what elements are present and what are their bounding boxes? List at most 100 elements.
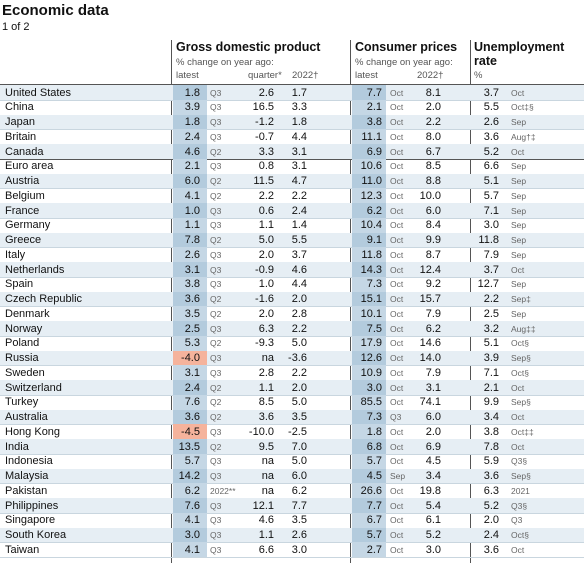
cell: 2.1 — [184, 160, 200, 173]
cell: 10.6 — [360, 160, 382, 173]
cell: Oct — [390, 515, 404, 526]
cell: Oct — [511, 146, 525, 157]
column-label: quarter* — [248, 70, 282, 81]
cell: 3.6 — [184, 411, 200, 423]
cell: Q3 — [210, 87, 222, 98]
cell: 6.1 — [425, 514, 441, 527]
cell: Q3 — [210, 161, 222, 172]
cell: 8.4 — [425, 219, 441, 232]
latest-band — [352, 380, 386, 395]
cell: -0.9 — [255, 263, 274, 276]
row-rule — [0, 512, 584, 514]
cell: 7.1 — [483, 204, 499, 217]
cell: 5.3 — [184, 337, 200, 350]
row-label: China — [5, 101, 34, 114]
cell: 10.4 — [360, 219, 382, 232]
row-label: Taiwan — [5, 543, 40, 556]
latest-band — [173, 527, 207, 543]
cell: Q2 — [210, 146, 222, 157]
row-rule — [0, 542, 584, 544]
cell: 17.9 — [360, 337, 382, 350]
cell: 3.5 — [184, 307, 200, 320]
cell: 1.0 — [184, 204, 200, 217]
cell: 7.9 — [483, 248, 499, 261]
cell: 3.7 — [483, 263, 499, 276]
cell: 6.7 — [425, 145, 441, 158]
cell: Aug‡‡ — [511, 323, 536, 334]
column-label: 2022† — [292, 70, 319, 81]
cell: 9.5 — [258, 440, 274, 453]
latest-band — [352, 144, 386, 159]
row-band — [0, 114, 584, 130]
cell: Oct — [390, 397, 404, 408]
latest-band — [352, 439, 386, 454]
cell: Aug†‡ — [511, 131, 536, 142]
cell: 1.8 — [366, 425, 382, 438]
row-label: Denmark — [5, 307, 50, 320]
cell: 3.3 — [258, 145, 274, 158]
cell: 8.0 — [425, 130, 441, 143]
cell: 3.6 — [258, 411, 274, 423]
cell: Q3 — [210, 515, 222, 526]
latest-band — [173, 114, 207, 130]
latest-band — [352, 217, 386, 233]
cell: Q2 — [210, 412, 222, 422]
cell: 3.3 — [291, 101, 307, 114]
cell: 6.3 — [483, 484, 499, 497]
cell: 7.1 — [483, 366, 499, 379]
cell: 12.1 — [252, 499, 274, 512]
cell: Oct — [390, 146, 404, 157]
cell: 2.0 — [258, 307, 274, 320]
cell: 2.6 — [258, 86, 274, 99]
cell: Q3 — [210, 131, 222, 142]
cell: 6.9 — [425, 440, 441, 453]
row-label: Norway — [5, 322, 43, 335]
latest-band — [173, 188, 207, 203]
cell: 9.9 — [425, 234, 441, 246]
cell: Q3 — [210, 205, 222, 216]
cell: 3.8 — [184, 278, 200, 291]
cell: 3.1 — [291, 145, 307, 158]
column-label: latest — [355, 70, 378, 81]
cell: 10.1 — [360, 307, 382, 320]
cell: 6.7 — [366, 514, 382, 527]
cell: 6.8 — [366, 440, 382, 453]
latest-band — [352, 321, 386, 336]
cell: Oct — [511, 441, 525, 452]
latest-band — [173, 350, 207, 366]
latest-band — [173, 321, 207, 336]
row-label: Euro area — [5, 160, 54, 173]
row-rule — [0, 188, 584, 190]
cell: 3.8 — [366, 116, 382, 128]
latest-band — [173, 512, 207, 528]
cell: 2.5 — [483, 307, 499, 320]
cell: 26.6 — [360, 484, 382, 497]
latest-band — [173, 129, 207, 144]
cell: Oct — [390, 117, 404, 127]
cell: Oct — [390, 294, 404, 304]
column-title: Gross domestic product — [176, 40, 321, 54]
latest-band — [173, 276, 207, 292]
cell: 3.6 — [483, 543, 499, 556]
row-band — [0, 527, 584, 543]
cell: 9.9 — [483, 396, 499, 409]
column-label: 2022† — [417, 70, 444, 81]
latest-band — [173, 409, 207, 425]
cell: Q3 — [210, 249, 222, 260]
cell: 6.6 — [258, 543, 274, 556]
cell: 2.4 — [184, 381, 200, 394]
cell: 6.6 — [483, 160, 499, 173]
row-rule — [0, 129, 584, 131]
cell: 7.6 — [184, 499, 200, 512]
cell: 3.1 — [425, 381, 441, 394]
cell: Q3 — [210, 544, 222, 555]
cell: na — [261, 484, 274, 497]
cell: 2.7 — [366, 543, 382, 556]
cell: Oct — [511, 87, 525, 98]
cell: 8.7 — [425, 248, 441, 261]
cell: 6.2 — [291, 484, 307, 497]
cell: 2.4 — [291, 204, 307, 217]
cell: na — [261, 352, 274, 364]
cell: 11.8 — [478, 234, 499, 246]
latest-band — [173, 232, 207, 248]
